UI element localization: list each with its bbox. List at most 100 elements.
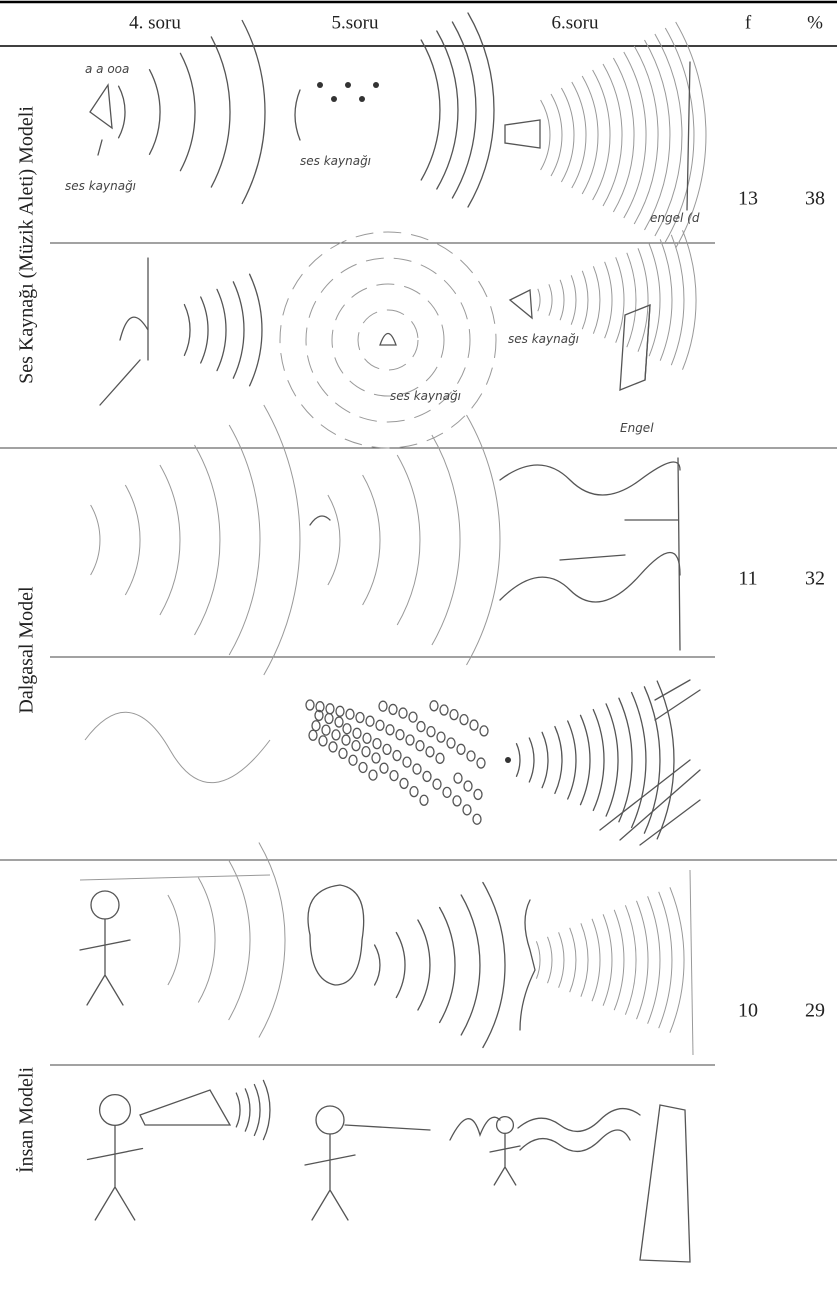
sketch-stroke (372, 753, 380, 763)
column-header: 4. soru (129, 12, 181, 33)
sketch-stroke (660, 239, 672, 360)
sketch-stroke (85, 712, 270, 782)
sketch-stroke (380, 334, 396, 346)
sketch-stroke (150, 70, 161, 155)
sketch-stroke (627, 253, 636, 347)
sketch-stroke (555, 727, 562, 794)
sketch-stroke (454, 773, 462, 783)
sketch-stroke (140, 1090, 230, 1125)
sketch-stroke (559, 932, 564, 987)
sketch-stroke (100, 258, 148, 405)
sketch-stroke (463, 805, 471, 815)
sketch-stroke (645, 40, 670, 230)
sketch-stroke (403, 757, 411, 767)
sketch-stroke (517, 744, 520, 777)
sketch-stroke (468, 13, 494, 207)
sketch-stroke (457, 744, 465, 754)
sketch-stroke (358, 310, 418, 370)
model-label: Ses Kaynağı (Müzik Aleti) Modeli (16, 106, 38, 384)
percent: 32 (805, 568, 825, 590)
sketch-stroke (264, 405, 300, 675)
sketch-stroke (518, 1109, 640, 1152)
sketch-stroke (592, 919, 600, 1001)
table-page: 4. soru5.soru6.soruf%Ses Kaynağı (Müzik … (0, 0, 837, 1310)
sketch-stroke (520, 900, 535, 1030)
sketch-stroke (331, 96, 337, 102)
sketch-stroke (470, 720, 478, 730)
percent: 29 (805, 1000, 825, 1022)
sketch-stroke (690, 870, 693, 1055)
sketch-stroke (180, 53, 195, 170)
sketch-stroke (497, 1117, 514, 1134)
sketch-stroke (310, 516, 330, 525)
sketch-stroke (309, 730, 317, 740)
sketch-stroke (400, 778, 408, 788)
sketch-stroke (450, 710, 458, 720)
sketch-stroke (560, 280, 564, 320)
handwritten-note: engel (d (650, 211, 700, 225)
sketch-stroke (336, 706, 344, 716)
sketch-stroke (417, 722, 425, 732)
sketch-stroke (396, 933, 405, 998)
sketch-stroke (322, 725, 330, 735)
sketch-stroke (426, 747, 434, 757)
sketch-stroke (195, 445, 220, 635)
sketch-stroke (593, 70, 610, 200)
sketch-stroke (625, 905, 636, 1014)
sketch-stroke (571, 275, 576, 324)
sketch-stroke (229, 860, 250, 1020)
sketch-stroke (346, 709, 354, 719)
sketch-stroke (473, 814, 481, 824)
sketch-stroke (356, 713, 364, 723)
sketch-stroke (125, 485, 140, 595)
sketch-stroke (440, 705, 448, 715)
sketch-stroke (362, 747, 370, 757)
sketch-stroke (542, 732, 548, 787)
sketch-stroke (549, 284, 552, 315)
sketch-stroke (505, 757, 511, 763)
sketch-stroke (359, 762, 367, 772)
sketch-stroke (467, 751, 475, 761)
sketch-stroke (437, 732, 445, 742)
sketch-stroke (245, 1089, 250, 1131)
sketch-stroke (332, 730, 340, 740)
sketch-stroke (335, 717, 343, 727)
sketch-stroke (242, 21, 265, 204)
handwritten-note: a a ooa (85, 62, 129, 76)
sketch-stroke (538, 289, 540, 311)
sketch-stroke (259, 843, 285, 1038)
handwritten-note: ses kaynağı (390, 389, 461, 403)
sketch-stroke (570, 928, 576, 992)
sketch-stroke (427, 727, 435, 737)
sketch-stroke (529, 738, 534, 782)
sketch-stroke (280, 232, 496, 448)
sketch-stroke (319, 736, 327, 746)
sketch-stroke (461, 895, 480, 1035)
sketch-stroke (687, 62, 690, 210)
sketch-stroke (505, 120, 540, 148)
sketch-stroke (91, 891, 119, 919)
sketch-stroke (211, 37, 230, 187)
sketch-stroke (582, 271, 588, 329)
sketch-stroke (399, 708, 407, 718)
frequency: 13 (738, 188, 758, 210)
sketch-stroke (413, 764, 421, 774)
sketch-stroke (160, 465, 180, 615)
sketch-stroke (464, 781, 472, 791)
sketch-stroke (90, 85, 112, 155)
sketch-stroke (317, 82, 323, 88)
sketch-stroke (603, 64, 622, 206)
sketch-stroke (423, 771, 431, 781)
handwritten-note: Engel (620, 421, 654, 435)
sketch-stroke (184, 305, 190, 356)
sketch-stroke (632, 693, 646, 828)
sketch-stroke (328, 495, 340, 585)
sketch-stroke (613, 58, 634, 212)
model-label: Dalgasal Model (16, 586, 38, 714)
sketch-stroke (447, 738, 455, 748)
sketch-stroke (168, 895, 180, 985)
sketch-stroke (342, 735, 350, 745)
percent: 38 (805, 188, 825, 210)
sketch-stroke (359, 96, 365, 102)
sketch-stroke (624, 52, 646, 218)
